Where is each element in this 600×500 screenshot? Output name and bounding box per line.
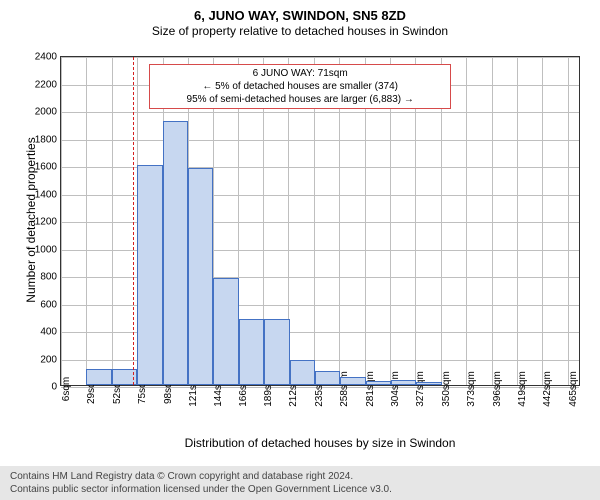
- x-tick-label: 350sqm: [441, 371, 452, 407]
- y-tick-label: 2000: [35, 107, 57, 118]
- histogram-bar: [366, 381, 391, 385]
- y-tick-label: 200: [40, 354, 57, 365]
- annotation-line: ← 5% of detached houses are smaller (374…: [156, 80, 444, 93]
- y-tick-label: 1600: [35, 162, 57, 173]
- x-tick-label: 465sqm: [568, 371, 579, 407]
- x-tick-label: 442sqm: [542, 371, 553, 407]
- histogram-bar: [340, 377, 365, 385]
- chart-container: 6, JUNO WAY, SWINDON, SN5 8ZD Size of pr…: [0, 8, 600, 460]
- footer: Contains HM Land Registry data © Crown c…: [0, 466, 600, 500]
- grid-line: [517, 57, 518, 385]
- histogram-bar: [290, 360, 315, 385]
- y-tick-label: 1000: [35, 244, 57, 255]
- y-tick-label: 0: [51, 382, 57, 393]
- grid-line: [61, 57, 579, 58]
- grid-line: [492, 57, 493, 385]
- x-tick-label: 419sqm: [517, 371, 528, 407]
- chart-subtitle: Size of property relative to detached ho…: [0, 24, 600, 38]
- grid-line: [61, 57, 62, 385]
- grid-line: [112, 57, 113, 385]
- histogram-bar: [416, 382, 441, 385]
- plot-area: 0200400600800100012001400160018002000220…: [60, 56, 580, 386]
- x-tick-label: 6sqm: [61, 377, 72, 401]
- x-tick-label: 396sqm: [492, 371, 503, 407]
- reference-line: [133, 57, 134, 385]
- histogram-bar: [315, 371, 340, 385]
- x-axis-label: Distribution of detached houses by size …: [60, 436, 580, 450]
- x-tick-label: 281sqm: [365, 371, 376, 407]
- y-tick-label: 400: [40, 327, 57, 338]
- annotation-box: 6 JUNO WAY: 71sqm← 5% of detached houses…: [149, 64, 451, 109]
- y-tick-label: 2400: [35, 52, 57, 63]
- footer-line1: Contains HM Land Registry data © Crown c…: [10, 470, 590, 483]
- chart-title: 6, JUNO WAY, SWINDON, SN5 8ZD: [0, 8, 600, 24]
- footer-line2: Contains public sector information licen…: [10, 483, 590, 496]
- grid-line: [86, 57, 87, 385]
- annotation-line: 6 JUNO WAY: 71sqm: [156, 67, 444, 80]
- grid-line: [466, 57, 467, 385]
- x-tick-label: 373sqm: [466, 371, 477, 407]
- x-tick-label: 327sqm: [415, 371, 426, 407]
- histogram-bar: [188, 168, 213, 385]
- histogram-bar: [264, 319, 289, 385]
- grid-line: [61, 140, 579, 141]
- y-tick-label: 1200: [35, 217, 57, 228]
- y-tick-label: 600: [40, 299, 57, 310]
- x-tick-label: 304sqm: [390, 371, 401, 407]
- histogram-bar: [86, 369, 111, 386]
- annotation-line: 95% of semi-detached houses are larger (…: [156, 93, 444, 106]
- y-axis-label: Number of detached properties: [24, 55, 38, 385]
- histogram-bar: [137, 165, 162, 385]
- y-tick-label: 1800: [35, 134, 57, 145]
- histogram-bar: [239, 319, 264, 385]
- grid-line: [568, 57, 569, 385]
- grid-line: [61, 112, 579, 113]
- y-tick-label: 800: [40, 272, 57, 283]
- histogram-bar: [163, 121, 188, 385]
- y-tick-label: 1400: [35, 189, 57, 200]
- histogram-bar: [213, 278, 238, 385]
- histogram-bar: [391, 380, 416, 386]
- grid-line: [542, 57, 543, 385]
- y-tick-label: 2200: [35, 79, 57, 90]
